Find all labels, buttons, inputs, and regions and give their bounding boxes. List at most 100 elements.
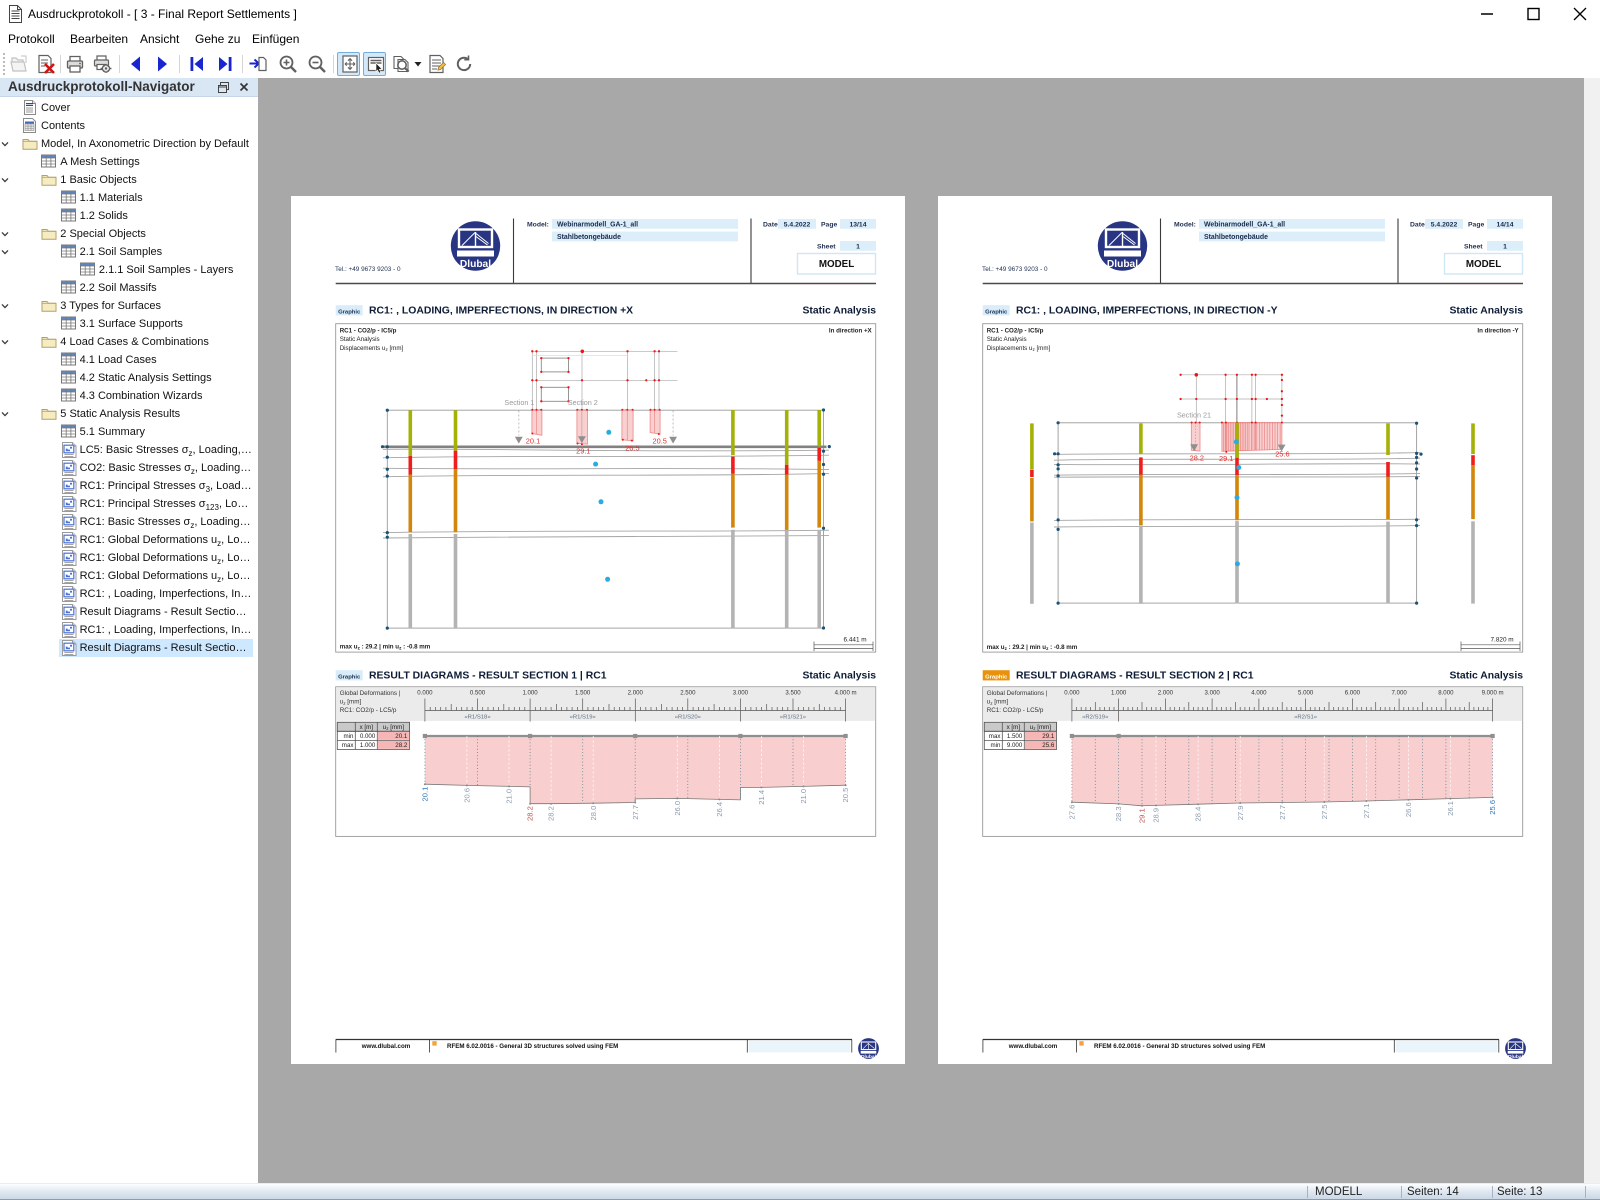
svg-text:RFEM 6.02.0016 - General 3D st: RFEM 6.02.0016 - General 3D structures s… [1094,1043,1265,1050]
svg-text:1.000: 1.000 [1111,690,1127,697]
svg-text:2.000: 2.000 [1158,690,1174,697]
svg-text:Model:: Model: [1174,222,1196,229]
svg-text:5.4.2022: 5.4.2022 [784,222,811,229]
svg-text:27.5: 27.5 [1320,805,1329,820]
svg-text:1.500: 1.500 [1007,733,1023,740]
svg-text:28.2: 28.2 [547,806,556,821]
svg-text:max uz : 29.2 | min uz : -0.8: max uz : 29.2 | min uz : -0.8 mm [340,643,431,650]
svg-text:29.1: 29.1 [576,447,590,456]
svg-text:In direction -Y: In direction -Y [1477,328,1519,335]
svg-text:26.4: 26.4 [715,802,724,817]
svg-text:Section 21: Section 21 [1177,411,1211,420]
svg-text:Static Analysis: Static Analysis [340,336,380,343]
svg-text:1: 1 [1503,244,1507,251]
svg-text:28.2: 28.2 [1190,453,1204,462]
svg-text:www.dlubal.com: www.dlubal.com [361,1043,411,1050]
svg-text:27.9: 27.9 [1236,806,1245,821]
svg-text:5.000: 5.000 [1298,690,1314,697]
svg-text:3.500: 3.500 [785,690,801,697]
svg-text:Dlubal: Dlubal [1107,259,1138,270]
svg-text:Dlubal: Dlubal [861,1054,877,1060]
svg-text:Dlubal: Dlubal [460,259,491,270]
svg-text:Model:: Model: [527,222,549,229]
svg-text:x [m]: x [m] [360,724,374,731]
svg-text:Page: Page [1468,222,1484,229]
svg-text:Displacements uz [mm]: Displacements uz [mm] [340,345,404,352]
svg-text:Webinarmodell_GA-1_all: Webinarmodell_GA-1_all [1204,222,1285,229]
svg-text:20.1: 20.1 [526,437,540,446]
svg-text:21.0: 21.0 [505,789,514,804]
svg-text:0.000: 0.000 [360,733,376,740]
svg-text:RC1: , LOADING, IMPERFECTIONS,: RC1: , LOADING, IMPERFECTIONS, IN DIRECT… [369,306,633,317]
svg-text:4.000 m: 4.000 m [835,690,857,697]
svg-text:uz [mm]: uz [mm] [987,699,1009,706]
svg-text:»R1/S20»: »R1/S20» [675,715,702,721]
svg-text:2.500: 2.500 [680,690,696,697]
svg-text:min: min [991,742,1002,749]
svg-text:Date: Date [1410,222,1425,229]
svg-text:RC1: , LOADING, IMPERFECTIONS,: RC1: , LOADING, IMPERFECTIONS, IN DIRECT… [1016,306,1278,317]
svg-text:1: 1 [856,244,860,251]
svg-text:29.1: 29.1 [1219,454,1233,463]
svg-text:»R2/S19»: »R2/S19» [1082,715,1109,721]
svg-text:Sheet: Sheet [817,244,836,251]
svg-text:28.2: 28.2 [395,742,408,749]
svg-text:Tel.: +49 9673 9203 - 0: Tel.: +49 9673 9203 - 0 [335,266,401,273]
svg-text:Graphic: Graphic [338,310,361,316]
svg-text:26.1: 26.1 [1446,801,1455,816]
svg-text:RC1 - CO2/p - IC5/p: RC1 - CO2/p - IC5/p [987,328,1044,335]
svg-text:1.000: 1.000 [360,742,376,749]
svg-text:max uz : 29.2 | min uz : -0.8: max uz : 29.2 | min uz : -0.8 mm [987,644,1078,651]
svg-text:3.000: 3.000 [1205,690,1221,697]
svg-text:Section 1: Section 1 [504,398,534,407]
svg-text:1.500: 1.500 [575,690,591,697]
svg-text:Static Analysis: Static Analysis [1449,671,1523,682]
svg-text:25.6: 25.6 [1488,800,1497,815]
svg-text:Global Deformations |: Global Deformations | [340,690,401,697]
svg-text:20.1: 20.1 [395,733,408,740]
svg-text:20.5: 20.5 [653,437,667,446]
svg-text:RESULT DIAGRAMS - RESULT SECTI: RESULT DIAGRAMS - RESULT SECTION 1 | RC1 [369,671,607,682]
svg-text:Stahlbetongebäude: Stahlbetongebäude [557,234,621,241]
svg-text:Graphic: Graphic [338,675,361,681]
svg-text:28.9: 28.9 [1152,808,1161,823]
svg-text:20.6: 20.6 [462,788,471,803]
svg-text:0.000: 0.000 [1064,690,1080,697]
svg-text:Static Analysis: Static Analysis [802,306,876,317]
svg-text:29.1: 29.1 [1042,733,1055,740]
svg-text:uz [mm]: uz [mm] [383,724,404,731]
svg-text:Tel.: +49 9673 9203 - 0: Tel.: +49 9673 9203 - 0 [982,266,1048,273]
svg-text:26.0: 26.0 [673,801,682,816]
svg-text:29.1: 29.1 [1138,808,1147,823]
svg-text:8.000: 8.000 [1438,690,1454,697]
svg-text:Displacements uz [mm]: Displacements uz [mm] [987,345,1051,352]
svg-text:21.0: 21.0 [799,789,808,804]
svg-text:RC1: CO2/p - LC5/p: RC1: CO2/p - LC5/p [987,707,1044,714]
svg-text:RC1: CO2/p - LC5/p: RC1: CO2/p - LC5/p [340,707,397,714]
svg-text:7.820 m: 7.820 m [1491,637,1514,644]
svg-text:28.4: 28.4 [1194,807,1203,822]
svg-text:6.441 m: 6.441 m [844,637,867,644]
svg-text:»R1/S21»: »R1/S21» [780,715,807,721]
svg-text:RESULT DIAGRAMS - RESULT SECTI: RESULT DIAGRAMS - RESULT SECTION 2 | RC1 [1016,671,1254,682]
svg-text:RFEM 6.02.0016 - General 3D st: RFEM 6.02.0016 - General 3D structures s… [447,1043,618,1050]
svg-text:Stahlbetongebäude: Stahlbetongebäude [1204,234,1268,241]
svg-text:14/14: 14/14 [1496,222,1513,229]
svg-text:In direction +X: In direction +X [829,328,873,335]
svg-text:uz [mm]: uz [mm] [340,699,362,706]
svg-text:Static Analysis: Static Analysis [987,336,1027,343]
svg-text:Webinarmodell_GA-1_all: Webinarmodell_GA-1_all [557,222,638,229]
svg-text:27.7: 27.7 [631,805,640,820]
svg-text:25.6: 25.6 [1275,450,1289,459]
svg-text:27.1: 27.1 [1362,804,1371,819]
svg-text:Static Analysis: Static Analysis [1449,306,1523,317]
svg-text:min: min [344,733,355,740]
svg-text:26.5: 26.5 [625,443,639,452]
svg-text:Dlubal: Dlubal [1508,1054,1524,1060]
svg-text:5.4.2022: 5.4.2022 [1431,222,1458,229]
svg-text:27.6: 27.6 [1068,805,1077,820]
svg-text:0.000: 0.000 [417,690,433,697]
svg-text:28.2: 28.2 [526,806,535,821]
svg-text:4.000: 4.000 [1251,690,1267,697]
svg-text:6.000: 6.000 [1345,690,1361,697]
